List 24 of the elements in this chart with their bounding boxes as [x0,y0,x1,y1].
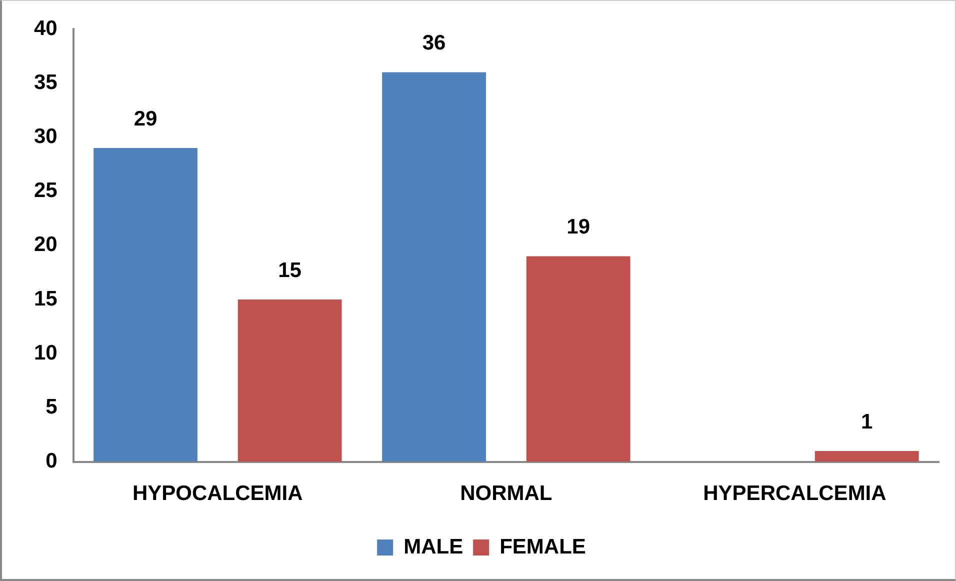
y-tick-label: 5 [46,395,58,418]
bar [94,148,198,462]
data-label: 29 [134,107,158,130]
data-label: 36 [422,32,446,55]
y-tick-label: 10 [34,341,58,364]
bar [814,450,919,462]
y-tick-label: 25 [34,179,58,202]
bar [382,72,486,462]
legend-label: FEMALE [500,535,586,558]
y-tick-label: 0 [46,450,58,473]
x-tick-label: HYPERCALCEMIA [703,482,886,506]
y-tick-label: 20 [34,233,58,256]
y-tick-label: 15 [34,287,58,310]
x-tick-label: HYPOCALCEMIA [132,482,303,506]
y-tick-label: 40 [34,16,58,40]
data-label: 19 [566,216,590,239]
x-tick-label: NORMAL [460,482,552,506]
legend-label: MALE [404,535,464,558]
bar [526,256,630,462]
y-tick-label: 35 [34,70,58,94]
y-tick-label: 30 [34,124,58,148]
data-label: 15 [278,258,302,282]
bar [238,300,342,462]
data-label: 1 [861,410,874,434]
